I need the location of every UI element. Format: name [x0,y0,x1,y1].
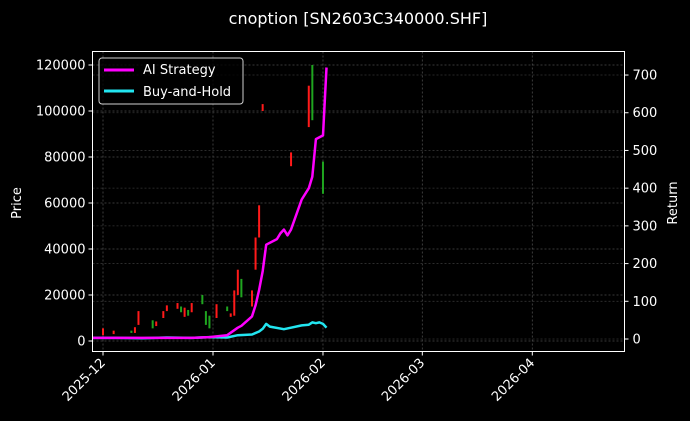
candle [183,307,186,317]
x-tick-label: 2026-04 [489,356,538,405]
candle [204,311,207,325]
candle [251,290,254,307]
y-tick-label: 40000 [44,243,85,258]
y-tick-label: 100000 [36,105,86,120]
candle [226,306,229,312]
legend-label-buy-and-hold: Buy-and-Hold [143,85,231,100]
candle [236,269,239,295]
candle [130,330,133,333]
x-axis-ticks: 2025-12 2026-01 2026-02 2026-03 2026-04 [60,351,538,405]
right-axis-ticks: 0 100 200 300 400 500 600 700 [624,69,658,348]
y2-tick-label: 300 [633,219,658,234]
candle [155,321,158,327]
y-tick-label: 120000 [36,59,86,74]
y-tick-label: 20000 [44,289,85,304]
candle [165,305,168,312]
x-tick-label: 2026-03 [379,356,428,405]
candle [290,152,293,167]
legend-label-ai-strategy: AI Strategy [143,63,216,78]
y2-tick-label: 600 [633,106,658,121]
candle [261,104,264,111]
y2-tick-label: 100 [633,295,658,310]
y-tick-label: 60000 [44,197,85,212]
x-tick-label: 2026-02 [280,356,329,405]
y-tick-label: 80000 [44,151,85,166]
candle [233,290,236,316]
candle [311,65,314,121]
candle [102,328,104,336]
candle [229,313,232,317]
candle [112,330,115,335]
chart-title: cnoption [SN2603C340000.SHF] [229,9,488,28]
candle [176,303,179,309]
x-tick-label: 2025-12 [60,356,109,405]
candle [240,278,243,298]
candle [162,311,165,318]
y2-tick-label: 0 [633,333,641,348]
candle [307,85,310,128]
candle [187,309,190,316]
y2-tick-label: 700 [633,69,658,84]
x-tick-label: 2026-01 [170,356,219,405]
candle [137,311,140,325]
candle [201,295,204,305]
y-axis-label: Price [10,187,25,219]
candle [151,320,154,329]
candle [190,303,193,313]
return-lines [92,67,328,340]
left-axis-ticks: 0 20000 40000 60000 80000 100000 120000 [36,59,93,350]
series-line-ai-strategy [92,67,328,340]
price-candles [102,65,324,336]
candle [208,315,211,329]
plot-frame [92,51,625,352]
legend: AI Strategy Buy-and-Hold [98,57,244,105]
candle [215,304,218,318]
y2-tick-label: 500 [633,144,658,159]
candle [133,327,136,333]
y2-axis-label: Return [666,181,681,224]
candle [258,205,261,238]
candle [180,306,183,313]
candle [321,161,324,194]
candle [254,237,257,270]
legend-box [98,57,244,105]
y2-tick-label: 200 [633,257,658,272]
y2-tick-label: 400 [633,182,658,197]
y-tick-label: 0 [77,335,85,350]
